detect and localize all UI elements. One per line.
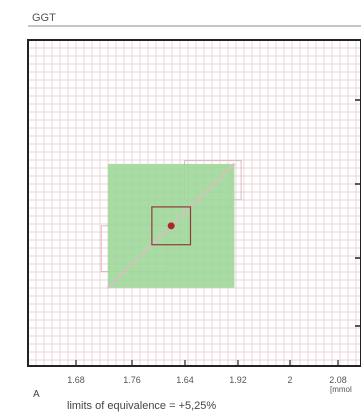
data-point [167, 222, 175, 230]
chart-title: GGT [32, 12, 56, 24]
x-tick-label: 2 [287, 375, 292, 385]
y-axis-ticks [355, 99, 361, 327]
x-tick-label: 1.92 [229, 375, 247, 385]
equivalence-inner-box [151, 206, 192, 246]
x-tick-label: 1.76 [123, 375, 141, 385]
x-axis-ticks [75, 360, 339, 366]
equivalence-caption: limits of equivalence = +5,25% [67, 400, 216, 412]
x-tick-label: 1.64 [176, 375, 194, 385]
panel-letter: A [33, 389, 40, 400]
x-tick-label: 1.68 [67, 375, 85, 385]
x-axis-tick-labels: 1.68 1.76 1.64 1.92 2 2.08 [67, 375, 347, 385]
plot-frame [27, 39, 361, 367]
x-axis-unit: [mmol [330, 385, 352, 394]
x-tick-label: 2.08 [329, 375, 347, 385]
identity-line [106, 162, 236, 289]
